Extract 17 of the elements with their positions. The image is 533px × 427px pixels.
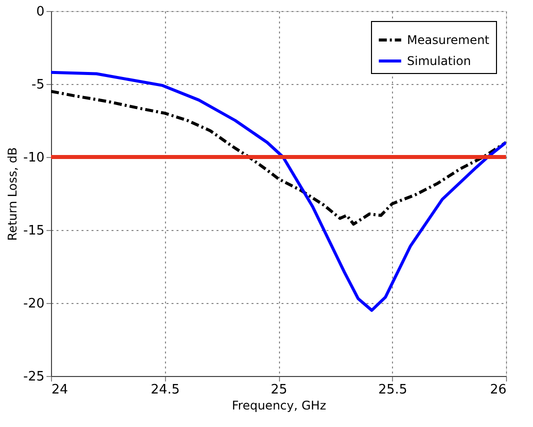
line-series bbox=[51, 90, 506, 226]
x-tick-label: 24.5 bbox=[150, 382, 180, 398]
x-tick-label: 26 bbox=[490, 382, 506, 398]
y-tick-label: 0 bbox=[36, 4, 44, 20]
y-tick-label: -5 bbox=[32, 78, 44, 92]
x-tick-label: 24 bbox=[52, 382, 68, 398]
y-axis-title: Return Loss, dB bbox=[5, 147, 20, 241]
legend-label: Measurement bbox=[407, 33, 490, 47]
x-tick-label: 25 bbox=[270, 382, 288, 398]
y-tick-label: -20 bbox=[23, 296, 44, 312]
line-series bbox=[51, 70, 506, 312]
x-axis-title: Frequency, GHz bbox=[232, 398, 326, 412]
y-tick-label: -10 bbox=[23, 150, 44, 166]
y-tick-label: -15 bbox=[23, 224, 44, 238]
legend-label: Simulation bbox=[407, 54, 471, 68]
y-tick-label: -25 bbox=[23, 370, 44, 384]
x-tick-label: 25.5 bbox=[378, 382, 408, 398]
